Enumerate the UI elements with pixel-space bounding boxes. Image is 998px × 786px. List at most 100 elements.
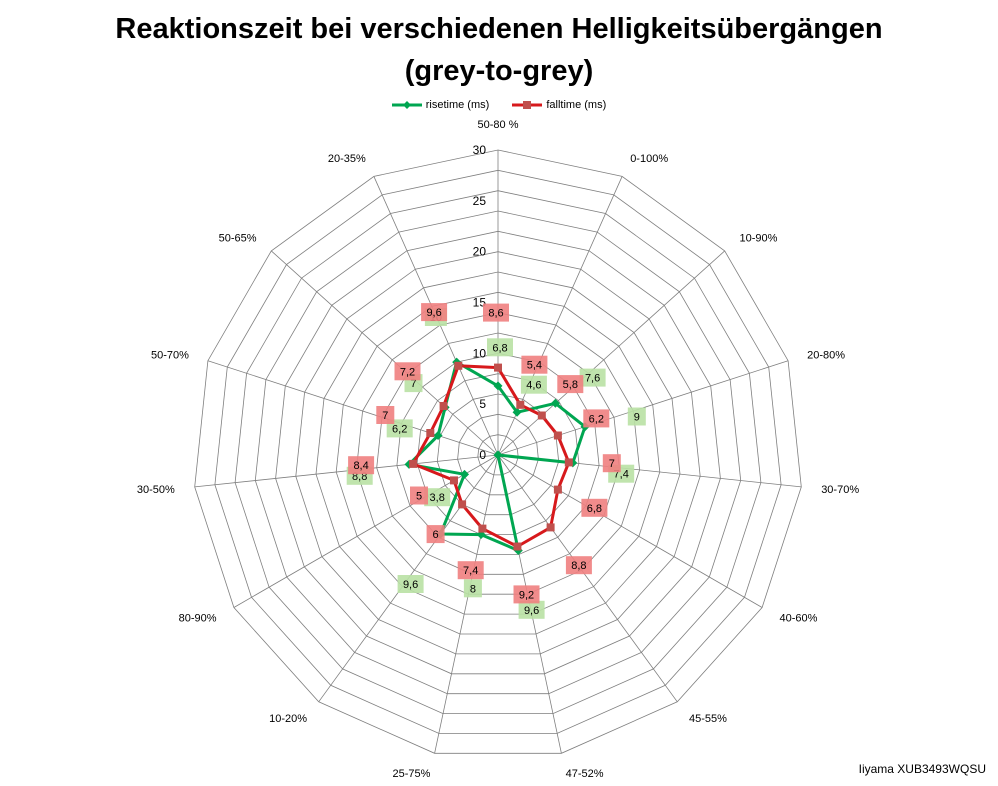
fall-point [494, 363, 502, 372]
fall-point [513, 542, 522, 551]
data-label-box [376, 406, 395, 424]
data-label-box [581, 498, 608, 517]
fall-point [516, 400, 525, 409]
data-label-box [483, 303, 509, 322]
grid-spoke [497, 454, 763, 608]
data-label-box [397, 575, 424, 593]
legend-item-rise: risetime (ms) [391, 99, 490, 111]
data-label-box [410, 486, 428, 505]
grid-ring [194, 149, 802, 754]
data-label-text: 5,4 [527, 360, 542, 372]
rise-data-label: 4,6 [520, 375, 547, 394]
data-label-box [579, 368, 606, 387]
legend: risetime (ms) falltime (ms) [0, 99, 998, 113]
data-label-text: 7 [609, 458, 615, 470]
data-label-text: 7 [410, 378, 416, 390]
data-label-box [421, 303, 448, 322]
category-label: 50-65% [219, 233, 257, 245]
series-fall [409, 361, 573, 551]
chart-title-line1: Reaktionszeit bei verschiedenen Helligke… [115, 13, 883, 45]
data-label-text: 4,6 [526, 380, 541, 392]
radial-tick-label: 30 [473, 143, 487, 157]
data-label-text: 6,8 [492, 342, 507, 354]
category-label: 50-80 % [478, 119, 519, 131]
data-label-box [348, 456, 375, 475]
data-label-text: 7,2 [400, 366, 415, 378]
grid-ring [416, 373, 580, 535]
data-label-box [518, 600, 545, 619]
fall-data-label: 5 [410, 486, 428, 505]
fall-data-label: 9,6 [421, 303, 448, 322]
data-label-text: 8 [470, 583, 476, 595]
rise-data-label: 7,6 [579, 368, 606, 387]
data-label-text: 6,2 [589, 413, 604, 425]
radial-tick-label: 15 [473, 296, 487, 310]
data-label-box [627, 407, 646, 426]
fall-point [546, 523, 555, 532]
data-label-text: 7,6 [585, 373, 600, 385]
rise-point [550, 398, 560, 408]
rise-data-label: 9,6 [397, 575, 424, 593]
category-label: 45-55% [689, 713, 727, 725]
fall-data-label: 7,4 [457, 561, 484, 580]
fall-point [454, 361, 463, 370]
fall-data-label: 6,8 [581, 498, 608, 517]
grid-ring [355, 312, 641, 595]
grid-ring [234, 190, 762, 714]
fall-data-label: 7,2 [394, 362, 421, 381]
radial-tick-label: 0 [479, 448, 486, 462]
grid-ring [376, 332, 620, 575]
fall-point [439, 402, 448, 410]
rise-data-label: 3,8 [424, 488, 451, 507]
data-label-box [520, 375, 547, 394]
legend-fall-label: falltime (ms) [546, 99, 607, 111]
category-label: 0-100% [630, 153, 668, 165]
data-label-text: 3,8 [430, 492, 445, 504]
data-label-box [513, 585, 540, 604]
data-label-box [602, 454, 621, 473]
data-label-text: 5 [416, 491, 422, 503]
fall-point [426, 429, 435, 437]
grid-spoke [194, 454, 499, 488]
grid-ring [457, 413, 539, 496]
data-label-text: 9 [634, 412, 640, 424]
grid-ring [477, 434, 519, 476]
data-label-text: 5,8 [563, 379, 578, 391]
grid-ring [275, 230, 721, 675]
category-label: 30-70% [821, 484, 859, 496]
category-label: 20-35% [328, 153, 366, 165]
rise-point [433, 431, 443, 441]
fall-data-label: 5,8 [557, 375, 584, 394]
data-label-box [463, 579, 482, 598]
data-label-text: 8,4 [353, 460, 368, 472]
rise-point [460, 469, 470, 479]
rise-data-label: 6,8 [487, 338, 513, 357]
grid-ring [335, 291, 661, 615]
grid-spoke [207, 360, 499, 456]
data-label-text: 7,4 [463, 565, 478, 577]
fall-data-label: 6,2 [583, 409, 610, 428]
rise-point [493, 381, 503, 391]
grid-ring [315, 271, 681, 635]
data-label-text: 6,2 [392, 423, 407, 435]
category-label: 80-90% [179, 613, 217, 625]
fall-data-label: 6 [426, 525, 445, 544]
data-label-text: 9,6 [426, 307, 441, 319]
legend-rise-marker [391, 101, 422, 109]
fall-data-label: 9,2 [513, 585, 540, 604]
fall-point [553, 431, 562, 440]
fall-data-label: 5,4 [521, 355, 548, 374]
grid-spoke [271, 250, 499, 456]
radial-tick-label: 20 [473, 245, 487, 259]
fall-point [564, 458, 573, 467]
footer-model: Iiyama XUB3493WQSU [858, 762, 986, 776]
data-label-box [487, 338, 513, 357]
grid-ring [295, 251, 701, 655]
legend-rise-label: risetime (ms) [425, 99, 490, 111]
rise-data-label: 9,6 [518, 600, 545, 619]
fall-data-label: 8,4 [348, 456, 375, 475]
radial-tick-label: 25 [473, 194, 487, 208]
radial-tick-label: 5 [479, 397, 486, 411]
grid-ring [396, 352, 600, 555]
